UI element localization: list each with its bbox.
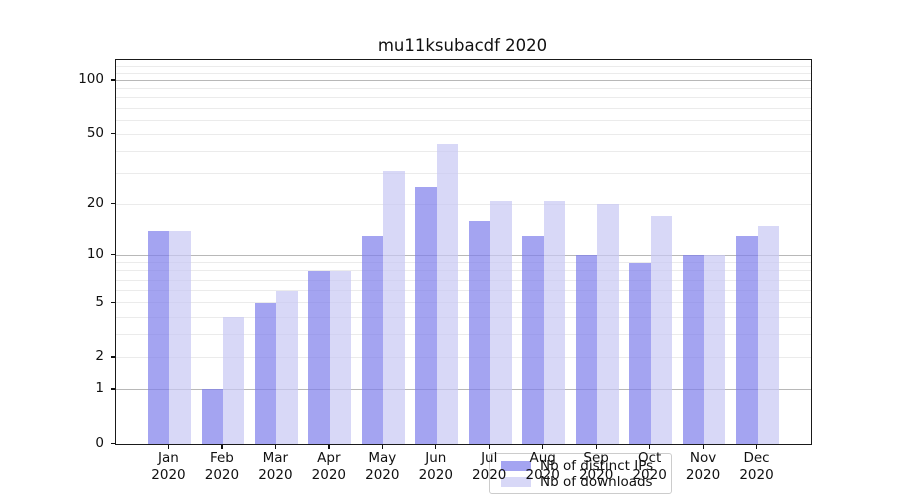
legend-label-downloads: Nb of downloads — [540, 474, 653, 490]
bar-downloads-mar — [276, 290, 298, 444]
x-tick-mark-feb — [221, 445, 223, 449]
x-tick-label-jan: Jan 2020 — [151, 450, 186, 483]
y-tick-mark-50 — [111, 133, 115, 135]
gridline-minor-6 — [116, 290, 811, 292]
legend-row-downloads: Nb of downloads — [501, 474, 662, 490]
x-tick-label-feb: Feb 2020 — [204, 450, 240, 483]
gridline-minor-3 — [116, 334, 811, 336]
y-tick-label-2: 2 — [95, 348, 104, 365]
gridline-minor-2 — [116, 356, 811, 358]
x-tick-mark-jul — [488, 445, 490, 449]
gridline-minor-70 — [116, 107, 811, 109]
x-tick-label-oct: Oct 2020 — [632, 450, 667, 483]
x-tick-mark-mar — [274, 445, 277, 449]
y-tick-label-50: 50 — [86, 125, 104, 142]
bar-downloads-nov — [704, 255, 726, 444]
y-tick-mark-20 — [111, 203, 115, 205]
bar-distinct-ips-oct — [629, 262, 651, 444]
bar-distinct-ips-mar — [255, 302, 277, 444]
chart-title: mu11ksubacdf 2020 — [377, 36, 548, 55]
bar-distinct-ips-sep — [575, 255, 598, 444]
gridline-minor-90 — [116, 88, 811, 90]
x-tick-label-apr: Apr 2020 — [311, 450, 347, 483]
gridline-minor-50 — [116, 133, 811, 135]
gridline-minor-8 — [116, 270, 811, 272]
y-tick-label-100: 100 — [78, 71, 104, 88]
bar-distinct-ips-jun — [415, 187, 437, 444]
bar-downloads-jun — [436, 144, 459, 444]
bar-distinct-ips-dec — [736, 236, 758, 444]
x-tick-mark-oct — [649, 445, 651, 449]
legend-label-distinct-ips: Nb of distinct IPs — [540, 458, 654, 474]
gridline-major-100 — [116, 79, 811, 81]
bar-downloads-feb — [222, 317, 245, 444]
bar-downloads-dec — [757, 225, 779, 444]
gridline-minor-5 — [116, 302, 811, 304]
y-tick-mark-2 — [111, 356, 115, 358]
bar-distinct-ips-nov — [682, 255, 705, 444]
gridline-minor-80 — [116, 97, 811, 99]
legend-swatch-downloads — [501, 476, 531, 488]
bar-distinct-ips-jan — [148, 230, 170, 444]
legend-row-distinct-ips: Nb of distinct IPs — [501, 458, 662, 474]
gridline-minor-4 — [116, 316, 811, 318]
x-tick-label-may: May 2020 — [365, 450, 400, 483]
x-tick-label-nov: Nov 2020 — [685, 450, 721, 483]
x-tick-mark-aug — [542, 445, 544, 449]
bar-downloads-oct — [650, 216, 672, 444]
legend-swatch-distinct-ips — [501, 460, 531, 472]
gridline-minor-60 — [116, 119, 811, 121]
y-tick-mark-100 — [111, 79, 115, 81]
gridline-minor-40 — [116, 150, 811, 152]
x-tick-label-sep: Sep 2020 — [578, 450, 614, 483]
bar-distinct-ips-feb — [201, 389, 223, 444]
y-tick-mark-5 — [111, 301, 115, 304]
x-tick-label-jul: Jul 2020 — [472, 450, 507, 483]
x-tick-mark-jun — [435, 445, 437, 449]
bar-downloads-apr — [329, 270, 352, 444]
gridline-minor-9 — [116, 262, 811, 264]
bar-distinct-ips-aug — [522, 236, 544, 444]
gridline-minor-20 — [116, 203, 811, 205]
y-tick-label-5: 5 — [95, 293, 104, 310]
bar-distinct-ips-may — [361, 236, 384, 444]
bar-downloads-jan — [169, 230, 191, 444]
x-tick-label-aug: Aug 2020 — [525, 450, 560, 483]
bar-distinct-ips-apr — [308, 270, 330, 444]
x-tick-mark-sep — [595, 445, 597, 449]
y-tick-mark-10 — [111, 254, 115, 256]
x-tick-mark-jan — [167, 445, 170, 449]
y-tick-label-1: 1 — [95, 380, 104, 397]
bar-downloads-sep — [597, 204, 619, 444]
x-tick-label-jun: Jun 2020 — [418, 450, 453, 483]
bar-downloads-may — [383, 171, 405, 444]
x-tick-mark-nov — [702, 445, 704, 449]
x-tick-mark-dec — [756, 445, 758, 449]
bar-downloads-jul — [490, 200, 512, 444]
gridline-major-1 — [116, 388, 811, 390]
x-tick-mark-apr — [328, 445, 330, 449]
y-tick-mark-1 — [111, 388, 115, 390]
gridline-minor-120 — [116, 65, 811, 67]
legend: Nb of distinct IPs Nb of downloads — [489, 453, 672, 494]
x-tick-mark-may — [381, 445, 383, 449]
bar-distinct-ips-jul — [468, 220, 491, 444]
gridline-major-10 — [116, 254, 811, 256]
x-tick-label-dec: Dec 2020 — [739, 450, 774, 483]
bar-downloads-aug — [543, 200, 566, 444]
y-tick-label-20: 20 — [86, 195, 104, 212]
plot-area: Nb of distinct IPs Nb of downloads — [115, 59, 812, 494]
y-tick-label-0: 0 — [95, 435, 104, 451]
gridline-minor-7 — [116, 279, 811, 281]
gridline-minor-110 — [116, 72, 811, 74]
gridline-minor-30 — [116, 173, 811, 175]
x-tick-label-mar: Mar 2020 — [258, 450, 293, 483]
y-tick-label-10: 10 — [86, 246, 104, 263]
y-tick-mark-0 — [111, 443, 115, 445]
